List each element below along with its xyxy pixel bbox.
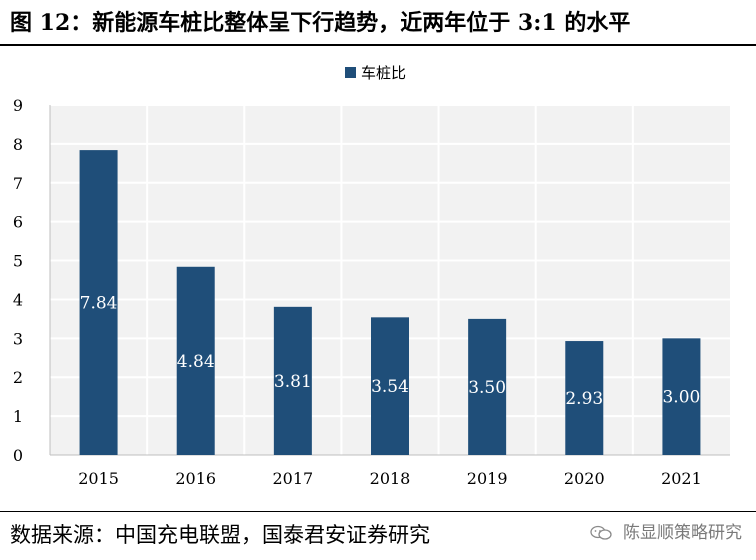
y-tick-label: 7 xyxy=(13,174,23,193)
y-tick-label: 3 xyxy=(13,329,23,348)
y-tick-label: 2 xyxy=(13,368,23,387)
x-tick-label: 2020 xyxy=(564,469,605,488)
figure-title: 图 12：新能源车桩比整体呈下行趋势，近两年位于 3:1 的水平 xyxy=(10,10,631,36)
title-rule xyxy=(0,44,756,46)
y-tick-label: 8 xyxy=(13,135,23,154)
watermark-text: 陈显顺策略研究 xyxy=(623,523,742,543)
source-rule xyxy=(0,511,756,512)
bar-chart: 车桩比 0 1 2 3 4 5 6 7 8 9 7.84 2015 4.84 2016 3.81 2017 3.… xyxy=(13,64,730,488)
source-note: 数据来源：中国充电联盟，国泰君安证券研究 xyxy=(10,523,430,547)
x-tick-label: 2016 xyxy=(175,469,216,488)
x-tick-label: 2019 xyxy=(467,469,508,488)
bar xyxy=(176,266,215,455)
x-tick-label: 2021 xyxy=(661,469,702,488)
plot-area: 0 1 2 3 4 5 6 7 8 9 7.84 2015 4.84 2016 3.81 2017 3.54 20… xyxy=(13,96,730,488)
bar xyxy=(468,318,507,455)
data-label: 4.84 xyxy=(177,352,215,372)
chat-bubbles-icon xyxy=(589,525,612,540)
x-tick-label: 2015 xyxy=(78,469,119,488)
bar xyxy=(273,306,312,455)
y-tick-label: 1 xyxy=(13,407,23,426)
y-tick-label: 9 xyxy=(13,96,23,115)
bar xyxy=(565,341,604,455)
x-tick-label: 2017 xyxy=(272,469,313,488)
data-label: 2.93 xyxy=(565,389,603,409)
bar xyxy=(371,317,409,455)
y-tick-label: 4 xyxy=(13,290,23,309)
bar xyxy=(79,150,118,455)
y-tick-label: 5 xyxy=(13,252,23,271)
y-tick-label: 0 xyxy=(13,446,23,465)
data-label: 7.84 xyxy=(80,294,118,314)
legend: 车桩比 xyxy=(345,64,406,82)
bar xyxy=(662,338,701,455)
data-label: 3.00 xyxy=(662,388,700,408)
watermark: 陈显顺策略研究 xyxy=(589,518,742,548)
data-label: 3.54 xyxy=(371,377,409,397)
legend-label: 车桩比 xyxy=(361,64,406,82)
data-label: 3.81 xyxy=(274,372,312,392)
x-tick-label: 2018 xyxy=(370,469,411,488)
data-label: 3.50 xyxy=(468,378,506,398)
y-tick-label: 6 xyxy=(13,213,23,232)
legend-swatch xyxy=(345,67,356,78)
